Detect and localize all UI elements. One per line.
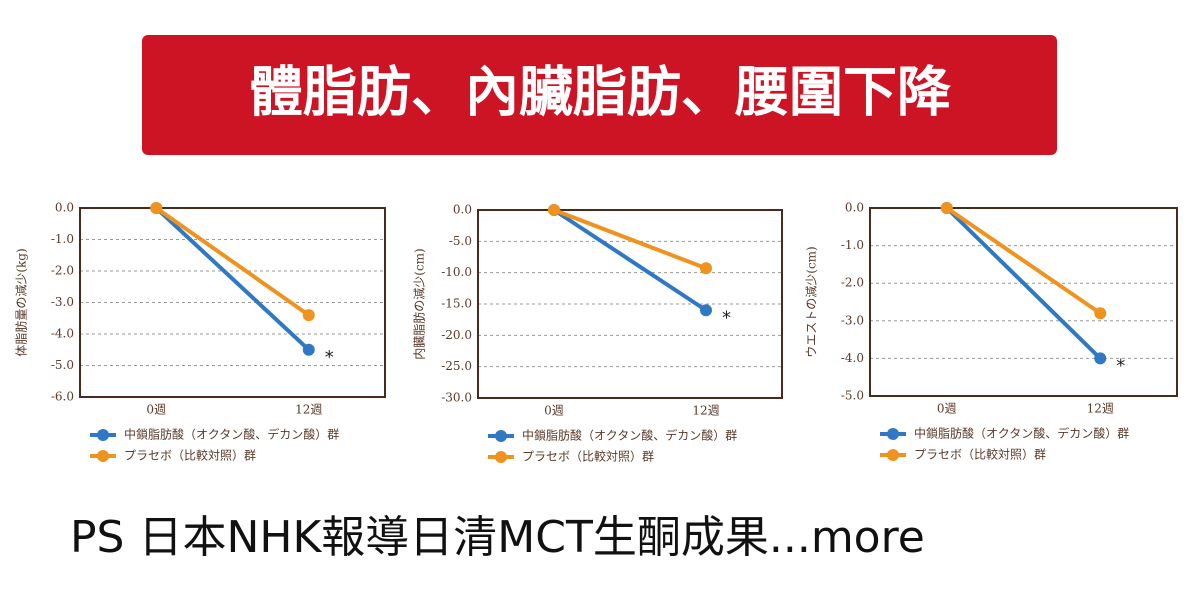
data-point bbox=[940, 202, 953, 214]
data-point bbox=[700, 262, 712, 275]
x-tick-label: 12週 bbox=[1087, 402, 1114, 416]
y-tick-label: -2.0 bbox=[51, 264, 74, 278]
y-tick-label: -25.0 bbox=[441, 359, 472, 373]
data-point bbox=[302, 343, 315, 356]
x-tick-label: 0週 bbox=[544, 404, 564, 418]
data-point bbox=[1094, 307, 1107, 320]
legend-dot bbox=[495, 451, 507, 463]
annotation: * bbox=[722, 307, 731, 328]
plot-frame bbox=[79, 207, 386, 398]
y-axis-label: ウエストの減少(cm) bbox=[804, 246, 819, 357]
y-tick-label: -5.0 bbox=[51, 358, 74, 372]
y-tick-label: 0.0 bbox=[845, 201, 864, 215]
y-axis-label: 内臓脂肪の減少(cm) bbox=[412, 248, 427, 359]
legend-label: プラセボ（比較対照）群 bbox=[914, 447, 1046, 462]
y-tick-label: 0.0 bbox=[453, 203, 472, 217]
legend-dot bbox=[97, 450, 109, 462]
series-line bbox=[945, 206, 1102, 360]
y-tick-label: -3.0 bbox=[51, 295, 74, 309]
y-tick-label: -5.0 bbox=[449, 234, 472, 248]
data-point bbox=[700, 304, 712, 317]
data-point bbox=[150, 202, 163, 214]
y-tick-label: -4.0 bbox=[51, 327, 74, 341]
y-tick-label: -1.0 bbox=[841, 238, 864, 252]
legend-dot bbox=[495, 430, 507, 442]
series-line bbox=[552, 208, 708, 312]
annotation: * bbox=[325, 347, 334, 368]
series-line bbox=[553, 208, 707, 271]
x-tick-label: 12週 bbox=[692, 404, 719, 418]
series-line bbox=[155, 206, 310, 317]
y-tick-label: -30.0 bbox=[441, 391, 472, 405]
data-point bbox=[302, 309, 315, 322]
plot-frame bbox=[477, 209, 783, 399]
legend-label: プラセボ（比較対照）群 bbox=[124, 448, 256, 463]
legend-dot bbox=[887, 449, 899, 461]
banner-text: 體脂肪、內臟脂肪、腰圍下降 bbox=[249, 61, 951, 124]
legend-dot bbox=[97, 429, 109, 441]
y-tick-label: -6.0 bbox=[51, 390, 74, 404]
x-tick-label: 0週 bbox=[937, 402, 957, 416]
data-point bbox=[1094, 352, 1107, 365]
legend-label: 中鎖脂肪酸（オクタン酸、デカン酸）群 bbox=[522, 428, 737, 443]
y-tick-label: 0.0 bbox=[55, 201, 74, 215]
banner-box bbox=[142, 35, 1057, 155]
plot-frame bbox=[869, 207, 1178, 397]
y-tick-label: -2.0 bbox=[841, 276, 864, 290]
data-point bbox=[548, 204, 560, 216]
legend-dot bbox=[887, 428, 899, 440]
y-tick-label: -3.0 bbox=[841, 313, 864, 327]
annotation: * bbox=[1116, 355, 1125, 376]
footer-text: PS 日本NHK報導日清MCT生酮成果...more bbox=[70, 512, 925, 563]
y-tick-label: -20.0 bbox=[441, 328, 472, 342]
series-line bbox=[945, 206, 1102, 315]
x-tick-label: 0週 bbox=[146, 403, 166, 417]
legend-label: 中鎖脂肪酸（オクタン酸、デカン酸）群 bbox=[914, 426, 1129, 441]
y-tick-label: -15.0 bbox=[441, 297, 472, 311]
y-tick-label: -4.0 bbox=[841, 351, 864, 365]
series-line bbox=[154, 206, 311, 352]
legend-label: 中鎖脂肪酸（オクタン酸、デカン酸）群 bbox=[124, 427, 339, 442]
y-axis-label: 体脂肪量の減少(kg) bbox=[14, 248, 29, 356]
y-tick-label: -1.0 bbox=[51, 232, 74, 246]
x-tick-label: 12週 bbox=[295, 403, 322, 417]
y-tick-label: -5.0 bbox=[841, 389, 864, 403]
legend-label: プラセボ（比較対照）群 bbox=[522, 449, 654, 464]
y-tick-label: -10.0 bbox=[441, 265, 472, 279]
